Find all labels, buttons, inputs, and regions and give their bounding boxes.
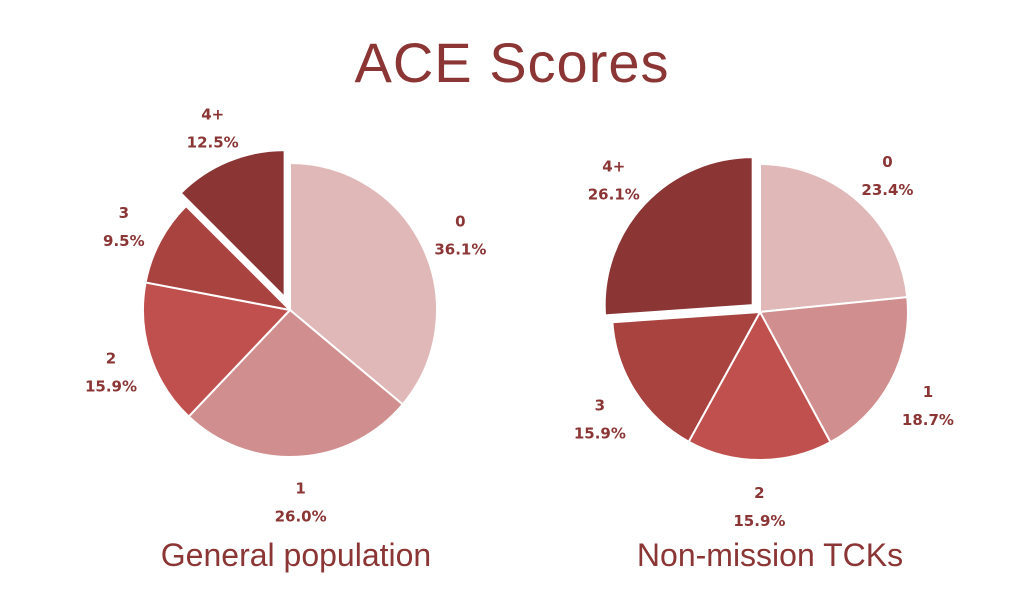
pie-slice-3 <box>144 204 294 312</box>
slice-percent-label: 23.4% <box>861 181 913 199</box>
pie-slice-4plus <box>179 149 286 300</box>
slice-percent-label: 15.9% <box>574 424 626 442</box>
pie-title-general-population: General population <box>161 537 431 573</box>
pie-general-population: 0 36.1% 1 26.0% 2 15.9% 3 9.5% 4+ 12.5% <box>85 105 486 525</box>
slice-category-label: 4+ <box>201 105 224 123</box>
pie-slice-0 <box>289 161 438 406</box>
slice-percent-label: 15.9% <box>733 512 785 530</box>
slice-percent-label: 26.0% <box>275 508 327 526</box>
slice-percent-label: 18.7% <box>902 411 954 429</box>
slice-percent-label: 26.1% <box>588 186 640 204</box>
slice-category-label: 3 <box>119 204 129 222</box>
chart-title: ACE Scores <box>355 31 670 94</box>
pie-slice-0 <box>759 162 909 314</box>
slice-category-label: 2 <box>754 484 764 502</box>
slice-percent-label: 12.5% <box>187 133 239 151</box>
slice-category-label: 1 <box>295 480 305 498</box>
slice-category-label: 0 <box>455 212 465 230</box>
slice-percent-label: 15.9% <box>85 378 137 396</box>
pie-slice-2 <box>142 281 292 418</box>
slice-category-label: 4+ <box>602 158 625 176</box>
pie-slice-4plus <box>603 156 754 317</box>
slice-category-label: 1 <box>923 383 933 401</box>
pie-slice-1 <box>758 296 909 444</box>
pie-non-mission-tcks: 0 23.4% 1 18.7% 2 15.9% 3 15.9% 4+ 26.1% <box>574 153 954 530</box>
pie-slice-1 <box>187 308 405 458</box>
slice-category-label: 0 <box>882 153 892 171</box>
slice-category-label: 3 <box>595 396 605 414</box>
pie-slice-3 <box>611 310 762 444</box>
pie-title-non-mission-tcks: Non-mission TCKs <box>637 537 903 573</box>
pie-slice-2 <box>687 309 832 461</box>
slice-percent-label: 36.1% <box>434 240 486 258</box>
slice-percent-label: 9.5% <box>103 232 145 250</box>
slice-category-label: 2 <box>106 350 116 368</box>
